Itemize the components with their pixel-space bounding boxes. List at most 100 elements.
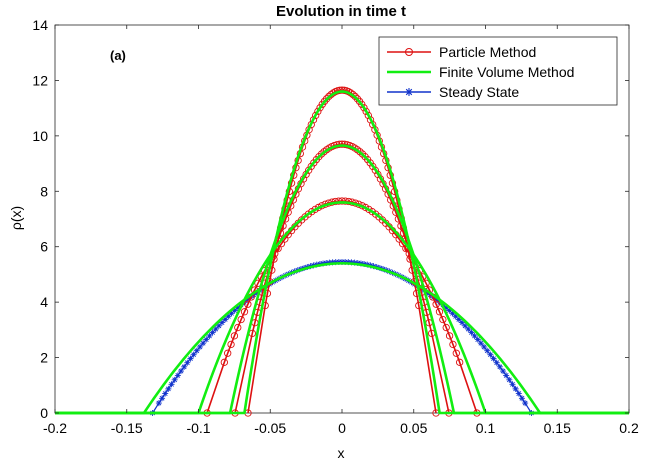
particle-method-marker bbox=[432, 300, 440, 308]
particle-method-marker bbox=[362, 107, 370, 116]
steady-state-marker bbox=[443, 304, 450, 311]
legend-label: Finite Volume Method bbox=[439, 64, 574, 80]
steady-state-marker bbox=[209, 329, 216, 336]
particle-method-marker bbox=[358, 150, 367, 158]
steady-state-marker bbox=[351, 259, 358, 266]
steady-state-marker bbox=[177, 368, 184, 375]
steady-state-marker bbox=[219, 319, 226, 326]
steady-state-marker bbox=[228, 310, 235, 317]
steady-state-marker bbox=[348, 259, 355, 266]
particle-method-marker bbox=[338, 140, 346, 148]
y-tick-label: 12 bbox=[32, 72, 48, 88]
x-tick-label: 0.05 bbox=[400, 420, 427, 436]
x-tick-label: 0.15 bbox=[544, 420, 571, 436]
steady-state-marker bbox=[503, 372, 510, 379]
steady-state-marker bbox=[174, 372, 181, 379]
steady-state-marker bbox=[493, 359, 500, 366]
y-tick-label: 6 bbox=[40, 239, 48, 255]
steady-state-marker bbox=[433, 296, 440, 303]
x-axis-label: x bbox=[338, 445, 345, 461]
steady-state-marker bbox=[190, 351, 197, 358]
x-tick-label: -0.05 bbox=[254, 420, 286, 436]
y-axis-label: ρ(x) bbox=[8, 206, 24, 230]
y-tick-label: 14 bbox=[32, 17, 48, 33]
steady-state-marker bbox=[446, 307, 453, 314]
y-tick-label: 8 bbox=[40, 183, 48, 199]
legend: Particle Method Finite Volume Method Stead… bbox=[378, 36, 618, 106]
steady-state-marker bbox=[168, 381, 175, 388]
particle-method-marker bbox=[244, 300, 252, 308]
particle-method-marker bbox=[435, 308, 444, 316]
steady-state-marker bbox=[458, 319, 465, 326]
steady-state-marker bbox=[522, 400, 529, 407]
particle-method-marker bbox=[338, 86, 346, 94]
particle-method-marker bbox=[439, 315, 447, 324]
steady-state-marker bbox=[512, 385, 519, 392]
steady-state-marker bbox=[462, 322, 469, 329]
steady-state-marker bbox=[490, 355, 497, 362]
particle-method-marker bbox=[360, 104, 368, 112]
steady-state-marker bbox=[206, 332, 213, 339]
steady-state-marker bbox=[474, 336, 481, 343]
steady-state-marker bbox=[184, 359, 191, 366]
x-tick-label: 0 bbox=[338, 420, 346, 436]
particle-method-marker bbox=[237, 315, 245, 324]
x-tick-label: -0.2 bbox=[43, 420, 67, 436]
steady-state-marker bbox=[452, 313, 459, 320]
legend-label: Steady State bbox=[439, 84, 519, 100]
particle-method-marker bbox=[442, 323, 450, 332]
steady-state-marker bbox=[215, 322, 222, 329]
axes-layer: -0.2 -0.15 -0.1 -0.05 0 0.05 0.1 0.15 0.2 0 2 4 6 8 10… bbox=[32, 17, 639, 436]
steady-state-marker bbox=[449, 310, 456, 317]
steady-state-marker bbox=[165, 385, 172, 392]
steady-state-marker bbox=[326, 259, 333, 266]
finite-volume-method-line bbox=[55, 144, 629, 415]
chart-title: Evolution in time t bbox=[276, 3, 406, 20]
particle-method-marker bbox=[317, 150, 326, 158]
particle-method-marker bbox=[364, 111, 372, 120]
steady-state-marker bbox=[515, 390, 522, 397]
steady-state-marker bbox=[465, 326, 472, 333]
steady-state-marker bbox=[335, 258, 342, 265]
steady-state-marker bbox=[187, 355, 194, 362]
steady-state-marker bbox=[193, 347, 200, 354]
steady-state-marker bbox=[200, 340, 207, 347]
particle-method-line bbox=[247, 89, 437, 414]
particle-method-marker bbox=[452, 349, 460, 357]
steady-state-marker bbox=[487, 351, 494, 358]
steady-state-marker bbox=[231, 307, 238, 314]
series-layer bbox=[55, 86, 629, 417]
legend-label: Particle Method bbox=[439, 44, 536, 60]
steady-state-marker bbox=[477, 340, 484, 347]
steady-state-marker bbox=[506, 376, 513, 383]
steady-state-marker bbox=[500, 368, 507, 375]
y-tick-label: 10 bbox=[32, 128, 48, 144]
steady-state-marker bbox=[484, 347, 491, 354]
particle-method-marker bbox=[240, 308, 249, 316]
steady-state-marker bbox=[518, 395, 525, 402]
steady-state-marker bbox=[234, 304, 241, 311]
steady-state-marker bbox=[345, 259, 352, 266]
steady-state-marker bbox=[171, 376, 178, 383]
steady-state-marker bbox=[481, 343, 488, 350]
particle-method-marker bbox=[315, 153, 323, 161]
steady-state-marker bbox=[471, 332, 478, 339]
steady-state-marker bbox=[162, 390, 169, 397]
steady-state-marker bbox=[222, 316, 229, 323]
x-tick-label: 0.2 bbox=[619, 420, 639, 436]
steady-state-marker bbox=[509, 381, 516, 388]
panel-label: (a) bbox=[110, 48, 126, 63]
particle-method-marker bbox=[234, 323, 242, 332]
particle-method-marker bbox=[449, 340, 457, 349]
x-tick-label: 0.1 bbox=[476, 420, 496, 436]
steady-state-marker bbox=[496, 363, 503, 370]
particle-method-marker bbox=[456, 358, 464, 366]
steady-state-marker bbox=[212, 326, 219, 333]
steady-state-marker bbox=[196, 343, 203, 350]
steady-state-marker bbox=[455, 316, 462, 323]
y-tick-label: 0 bbox=[40, 405, 48, 421]
y-tick-label: 2 bbox=[40, 350, 48, 366]
particle-method-marker bbox=[224, 349, 232, 357]
particle-method-marker bbox=[227, 340, 235, 349]
steady-state-marker bbox=[468, 329, 475, 336]
